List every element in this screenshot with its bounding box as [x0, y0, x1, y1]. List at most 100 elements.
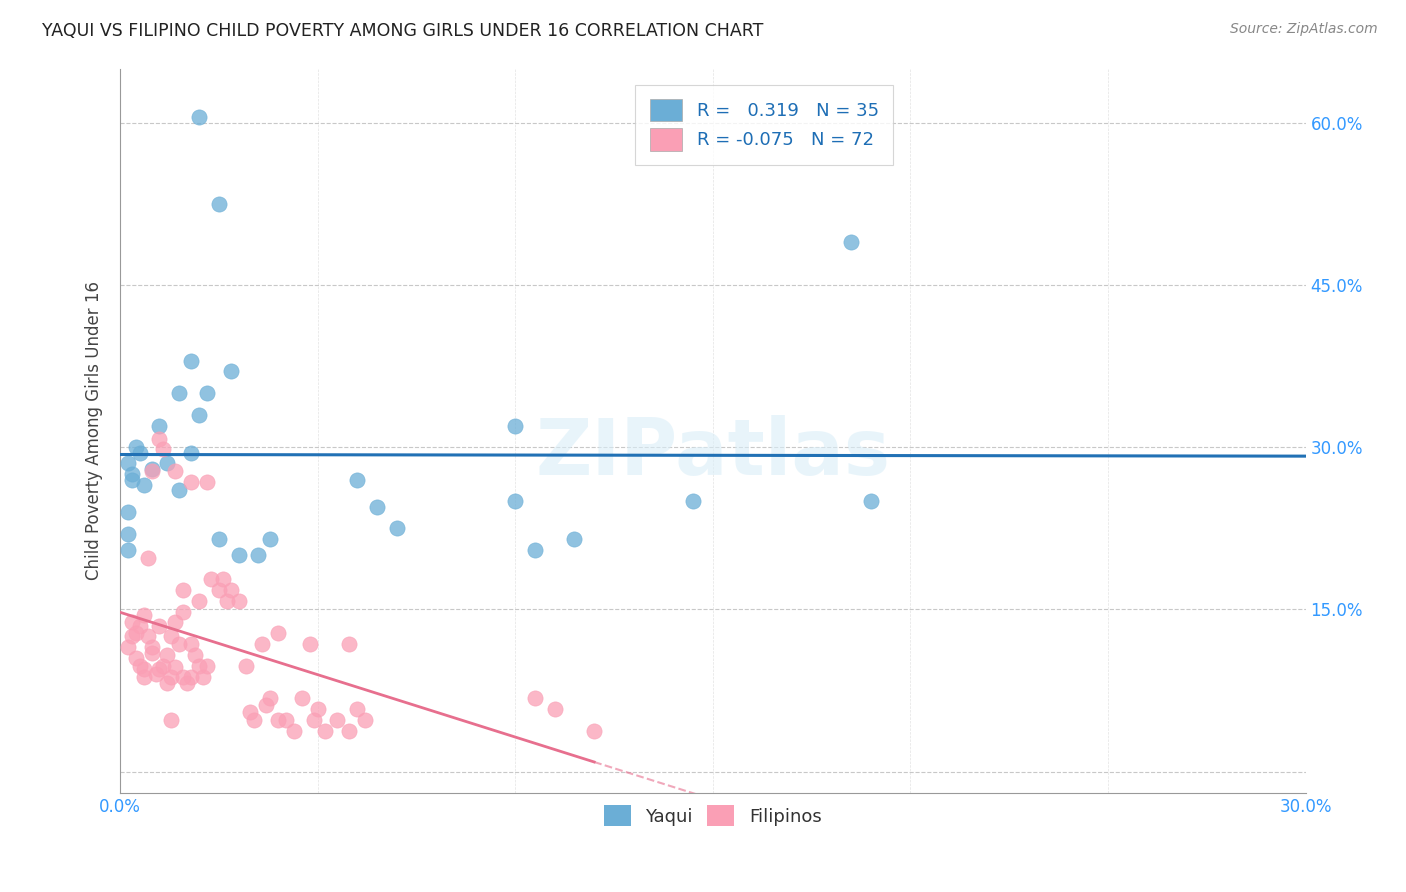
Point [160, 630, 183, 644]
Point [117, 543, 139, 558]
Point [219, 364, 242, 378]
Point [117, 456, 139, 470]
Point [188, 594, 211, 608]
Point [117, 640, 139, 655]
Point [195, 658, 218, 673]
Point [145, 667, 167, 681]
Point [195, 386, 218, 401]
Point [125, 440, 148, 454]
Point [354, 713, 377, 727]
Point [503, 494, 526, 508]
Point [682, 494, 704, 508]
Y-axis label: Child Poverty Among Girls Under 16: Child Poverty Among Girls Under 16 [86, 282, 103, 581]
Point [128, 658, 150, 673]
Point [208, 582, 231, 597]
Point [184, 648, 207, 662]
Text: YAQUI VS FILIPINO CHILD POVERTY AMONG GIRLS UNDER 16 CORRELATION CHART: YAQUI VS FILIPINO CHILD POVERTY AMONG GI… [42, 22, 763, 40]
Text: ZIPatlas: ZIPatlas [536, 415, 890, 491]
Point [267, 626, 290, 640]
Point [211, 572, 233, 586]
Point [136, 550, 159, 565]
Point [156, 676, 179, 690]
Point [128, 445, 150, 459]
Point [180, 475, 202, 489]
Point [148, 418, 170, 433]
Point [172, 605, 194, 619]
Point [544, 702, 567, 716]
Point [239, 705, 262, 719]
Point [283, 723, 305, 738]
Point [180, 669, 202, 683]
Point [136, 630, 159, 644]
Point [180, 445, 202, 459]
Point [160, 713, 183, 727]
Text: Source: ZipAtlas.com: Source: ZipAtlas.com [1230, 22, 1378, 37]
Point [125, 651, 148, 665]
Point [346, 473, 368, 487]
Point [176, 676, 198, 690]
Point [243, 713, 266, 727]
Point [132, 669, 155, 683]
Point [141, 640, 163, 655]
Point [121, 615, 143, 630]
Point [148, 662, 170, 676]
Point [188, 408, 211, 422]
Point [208, 196, 231, 211]
Point [152, 442, 174, 457]
Point [200, 572, 222, 586]
Point [188, 658, 211, 673]
Point [191, 669, 214, 683]
Point [141, 462, 163, 476]
Point [228, 549, 250, 563]
Point [132, 478, 155, 492]
Point [195, 475, 218, 489]
Point [132, 662, 155, 676]
Point [156, 456, 179, 470]
Point [366, 500, 388, 514]
Point [346, 702, 368, 716]
Point [141, 464, 163, 478]
Point [859, 494, 882, 508]
Point [117, 526, 139, 541]
Point [156, 648, 179, 662]
Point [523, 543, 546, 558]
Point [148, 618, 170, 632]
Point [337, 723, 360, 738]
Point [121, 630, 143, 644]
Point [337, 637, 360, 651]
Point [125, 626, 148, 640]
Point [307, 702, 329, 716]
Point [165, 464, 187, 478]
Point [165, 615, 187, 630]
Point [247, 549, 270, 563]
Point [180, 353, 202, 368]
Point [503, 418, 526, 433]
Point [839, 235, 862, 249]
Point [583, 723, 606, 738]
Point [252, 637, 274, 651]
Point [121, 467, 143, 482]
Point [167, 483, 190, 498]
Point [172, 669, 194, 683]
Point [165, 660, 187, 674]
Point [160, 669, 183, 683]
Point [302, 713, 325, 727]
Point [523, 691, 546, 706]
Point [235, 658, 257, 673]
Point [121, 473, 143, 487]
Point [259, 532, 281, 546]
Point [564, 532, 586, 546]
Point [267, 713, 290, 727]
Legend: Yaqui, Filipinos: Yaqui, Filipinos [595, 797, 831, 835]
Point [172, 582, 194, 597]
Point [128, 618, 150, 632]
Point [152, 658, 174, 673]
Point [188, 110, 211, 124]
Point [132, 607, 155, 622]
Point [274, 713, 297, 727]
Point [254, 698, 277, 712]
Point [167, 637, 190, 651]
Point [291, 691, 314, 706]
Point [314, 723, 336, 738]
Point [385, 521, 408, 535]
